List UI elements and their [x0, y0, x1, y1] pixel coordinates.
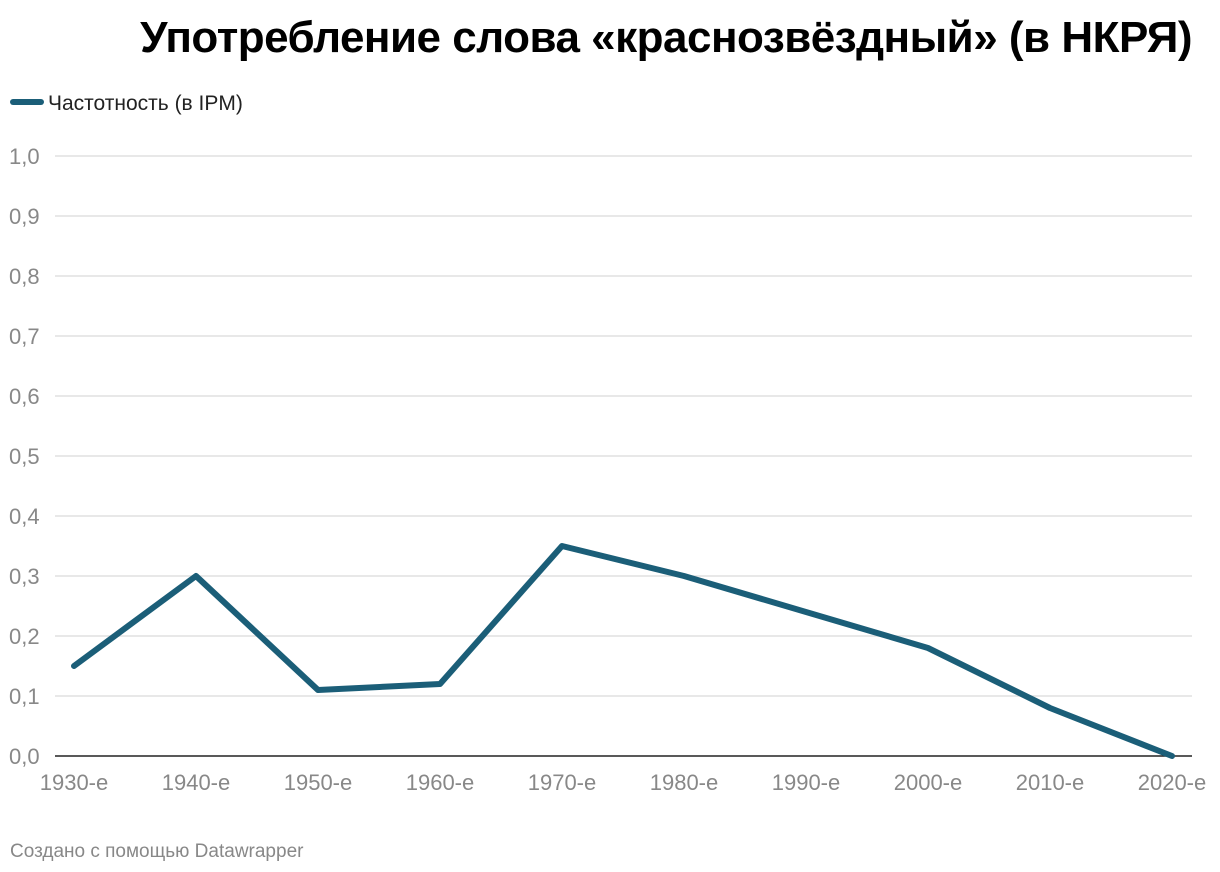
y-axis-ticks: 0,0 0,1 0,2 0,3 0,4 0,5 0,6 0,7 0,8 0,9 1,0 — [9, 144, 40, 769]
y-tick-label: 0,3 — [9, 564, 40, 589]
x-tick-label: 2000-е — [894, 770, 963, 795]
y-tick-label: 0,0 — [9, 744, 40, 769]
series-line — [71, 543, 1175, 759]
x-tick-label: 1980-е — [650, 770, 719, 795]
series-group — [71, 543, 1175, 759]
y-tick-label: 0,5 — [9, 444, 40, 469]
x-tick-label: 1990-е — [772, 770, 841, 795]
x-tick-label: 2020-е — [1138, 770, 1207, 795]
y-tick-label: 0,2 — [9, 624, 40, 649]
y-tick-label: 0,6 — [9, 384, 40, 409]
grid — [55, 155, 1192, 757]
x-tick-label: 2010-е — [1016, 770, 1085, 795]
legend-label: Частотность (в IPM) — [48, 92, 243, 115]
x-tick-label: 1970-е — [528, 770, 597, 795]
y-tick-label: 0,9 — [9, 204, 40, 229]
x-tick-label: 1930-е — [40, 770, 109, 795]
y-tick-label: 1,0 — [9, 144, 40, 169]
legend: Частотность (в IPM) — [10, 92, 243, 115]
chart-title: Употребление слова «краснозвёздный» (в Н… — [140, 13, 1192, 62]
y-tick-label: 0,1 — [9, 684, 40, 709]
x-tick-label: 1960-е — [406, 770, 475, 795]
y-tick-label: 0,7 — [9, 324, 40, 349]
y-tick-label: 0,4 — [9, 504, 40, 529]
x-tick-label: 1940-е — [162, 770, 231, 795]
footer-credit: Создано с помощью Datawrapper — [10, 841, 304, 862]
y-tick-label: 0,8 — [9, 264, 40, 289]
x-axis-ticks: 1930-е 1940-е 1950-е 1960-е 1970-е 1980-е 1990… — [40, 770, 1207, 795]
x-tick-label: 1950-е — [284, 770, 353, 795]
